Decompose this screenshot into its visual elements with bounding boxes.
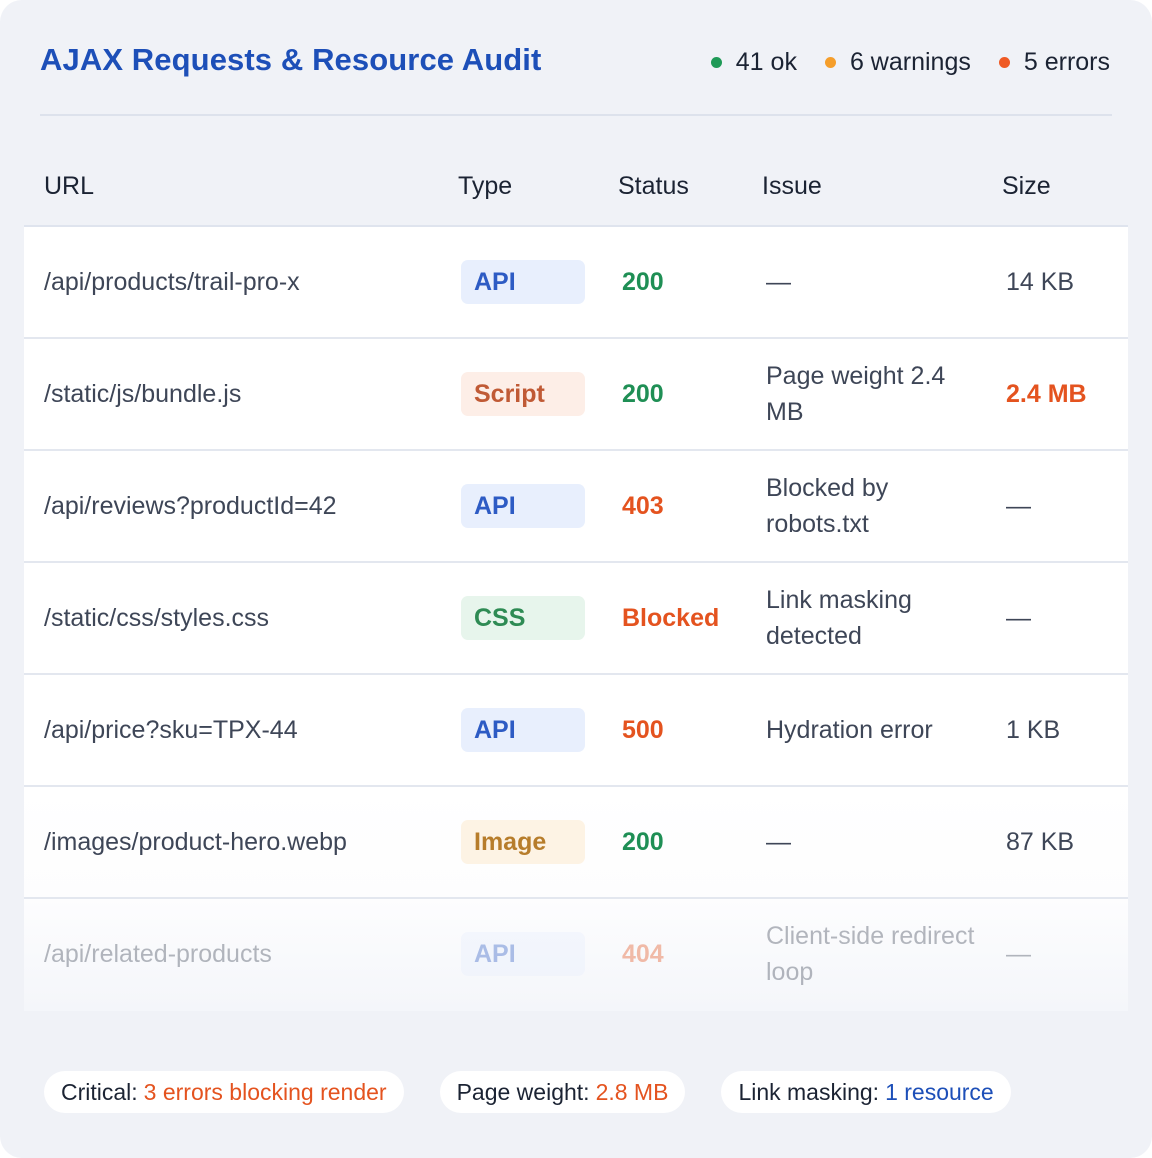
size-cell: 87 KB (1006, 827, 1075, 856)
page-weight-label: Page weight: (456, 1078, 590, 1105)
header-divider (40, 114, 1112, 116)
type-badge: Image (461, 820, 585, 864)
table-row[interactable]: /api/reviews?productId=42 API 403 Blocke… (24, 451, 1128, 563)
legend-ok-label: 41 ok (735, 48, 797, 76)
url-cell[interactable]: /api/related-products (44, 939, 272, 968)
column-header-type[interactable]: Type (458, 172, 513, 200)
size-cell: — (1006, 939, 1031, 968)
legend-warnings-label: 6 warnings (849, 48, 971, 76)
critical-label: Critical: (61, 1078, 138, 1105)
column-header-status[interactable]: Status (618, 172, 689, 200)
size-cell: 1 KB (1006, 715, 1061, 744)
type-badge: API (461, 708, 585, 752)
critical-summary-pill[interactable]: Critical: 3 errors blocking render (44, 1071, 404, 1113)
size-cell: 2.4 MB (1006, 379, 1087, 408)
column-header-url[interactable]: URL (44, 172, 95, 200)
column-header-issue[interactable]: Issue (762, 172, 822, 200)
size-cell: — (1006, 491, 1031, 520)
type-badge: API (461, 260, 585, 304)
url-cell[interactable]: /api/reviews?productId=42 (44, 491, 337, 520)
url-cell[interactable]: /api/price?sku=TPX-44 (44, 715, 298, 744)
type-cell: API (461, 675, 591, 785)
type-cell: Image (461, 787, 591, 897)
issue-cell: Link masking detected (766, 586, 912, 650)
issue-cell: — (766, 268, 791, 296)
type-cell: API (461, 227, 591, 337)
type-cell: API (461, 451, 591, 561)
column-header-size[interactable]: Size (1002, 172, 1051, 200)
issue-cell: Hydration error (766, 716, 933, 744)
ok-dot-icon (710, 57, 722, 68)
size-cell: 14 KB (1006, 267, 1075, 296)
status-cell: 200 (622, 379, 664, 408)
legend-warnings: 6 warnings (824, 48, 971, 77)
legend-ok: 41 ok (710, 48, 797, 77)
table-row[interactable]: /static/js/bundle.js Script 200 Page wei… (24, 339, 1128, 451)
link-masking-value: 1 resource (885, 1078, 994, 1105)
table-row[interactable]: /api/related-products API 404 Client-sid… (24, 899, 1128, 1011)
status-cell: 200 (622, 827, 664, 856)
page-weight-pill[interactable]: Page weight: 2.8 MB (439, 1071, 686, 1113)
error-dot-icon (998, 57, 1010, 68)
type-cell: API (461, 899, 591, 1009)
type-badge: Script (461, 372, 585, 416)
size-cell: — (1006, 603, 1031, 632)
warning-dot-icon (824, 57, 836, 68)
issue-cell: — (766, 828, 791, 856)
issue-cell: Page weight 2.4 MB (766, 362, 946, 426)
status-cell: 500 (622, 715, 664, 744)
page-title: AJAX Requests & Resource Audit (40, 42, 542, 77)
legend-errors-label: 5 errors (1023, 48, 1110, 76)
url-cell[interactable]: /static/js/bundle.js (44, 379, 242, 408)
link-masking-label: Link masking: (738, 1078, 880, 1105)
critical-value: 3 errors blocking render (143, 1078, 387, 1105)
card-header: AJAX Requests & Resource Audit 41 ok 6 w… (40, 40, 1112, 84)
table-row[interactable]: /images/product-hero.webp Image 200 — 87… (24, 787, 1128, 899)
table-row[interactable]: /api/products/trail-pro-x API 200 — 14 K… (24, 227, 1128, 339)
type-cell: CSS (461, 563, 591, 673)
summary-footer: Critical: 3 errors blocking render Page … (44, 1071, 1011, 1113)
status-cell: 200 (622, 267, 664, 296)
status-cell: 404 (622, 939, 664, 968)
legend-errors: 5 errors (998, 48, 1110, 77)
type-badge: CSS (461, 596, 585, 640)
url-cell[interactable]: /api/products/trail-pro-x (44, 267, 300, 296)
status-cell: Blocked (622, 603, 720, 632)
issue-cell: Blocked by robots.txt (766, 474, 889, 538)
status-cell: 403 (622, 491, 664, 520)
type-badge: API (461, 932, 585, 976)
page-weight-value: 2.8 MB (595, 1078, 669, 1105)
url-cell[interactable]: /images/product-hero.webp (44, 827, 347, 856)
table-row[interactable]: /static/css/styles.css CSS Blocked Link … (24, 563, 1128, 675)
table-row[interactable]: /api/price?sku=TPX-44 API 500 Hydration … (24, 675, 1128, 787)
url-cell[interactable]: /static/css/styles.css (44, 603, 270, 632)
issue-cell: Client-side redirect loop (766, 922, 975, 986)
status-legend: 41 ok 6 warnings 5 errors (710, 48, 1110, 77)
resource-table: URL Type Status Issue Size /api/products… (24, 148, 1128, 1011)
table-body: /api/products/trail-pro-x API 200 — 14 K… (24, 227, 1128, 1011)
type-badge: API (461, 484, 585, 528)
type-cell: Script (461, 339, 591, 449)
link-masking-pill[interactable]: Link masking: 1 resource (721, 1071, 1011, 1113)
table-header: URL Type Status Issue Size (24, 148, 1128, 227)
